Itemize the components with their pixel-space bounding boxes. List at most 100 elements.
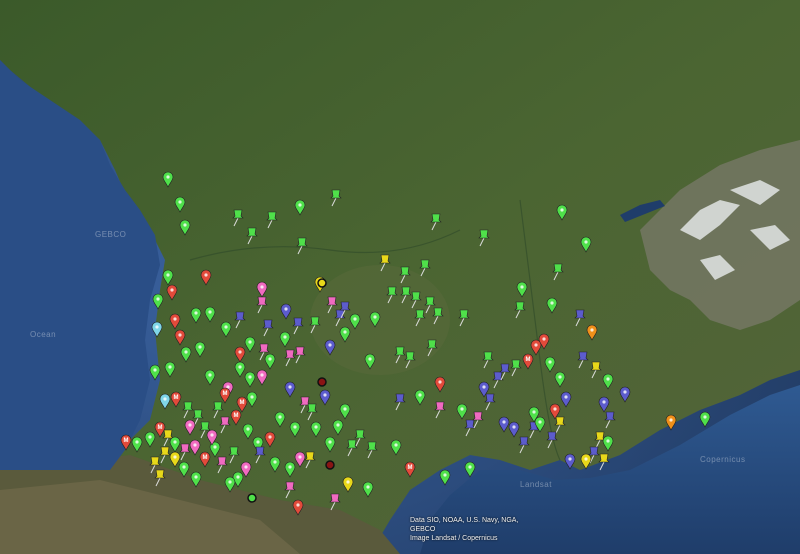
- drop-pin-icon[interactable]: [204, 369, 216, 386]
- pushpin-icon[interactable]: [482, 351, 494, 369]
- drop-pin-icon[interactable]: [324, 339, 336, 356]
- pushpin-icon[interactable]: [294, 346, 306, 364]
- pushpin-icon[interactable]: [262, 319, 274, 337]
- drop-pin-icon[interactable]: [242, 423, 254, 440]
- drop-pin-icon[interactable]: [162, 171, 174, 188]
- drop-pin-icon[interactable]: [390, 439, 402, 456]
- drop-pin-icon[interactable]: [546, 297, 558, 314]
- pushpin-icon[interactable]: [256, 296, 268, 314]
- m-marker-icon[interactable]: M: [199, 451, 211, 468]
- pushpin-icon[interactable]: [399, 266, 411, 284]
- pushpin-icon[interactable]: [434, 401, 446, 419]
- pushpin-icon[interactable]: [458, 309, 470, 327]
- pushpin-icon[interactable]: [499, 363, 511, 381]
- pushpin-icon[interactable]: [179, 443, 191, 461]
- drop-pin-icon[interactable]: [269, 456, 281, 473]
- drop-pin-icon[interactable]: [342, 476, 354, 493]
- drop-pin-icon[interactable]: [580, 236, 592, 253]
- drop-pin-icon[interactable]: [530, 339, 542, 356]
- pushpin-icon[interactable]: [394, 346, 406, 364]
- pushpin-icon[interactable]: [309, 316, 321, 334]
- drop-pin-icon[interactable]: [456, 403, 468, 420]
- drop-pin-icon[interactable]: [169, 451, 181, 468]
- drop-pin-icon[interactable]: [619, 386, 631, 403]
- drop-pin-icon[interactable]: [256, 369, 268, 386]
- pushpin-icon[interactable]: [366, 441, 378, 459]
- drop-pin-icon[interactable]: [564, 453, 576, 470]
- pushpin-icon[interactable]: [604, 411, 616, 429]
- drop-pin-icon[interactable]: [284, 381, 296, 398]
- drop-pin-icon[interactable]: [556, 204, 568, 221]
- pushpin-icon[interactable]: [400, 286, 412, 304]
- drop-pin-icon[interactable]: [294, 451, 306, 468]
- pushpin-icon[interactable]: [162, 429, 174, 447]
- drop-pin-icon[interactable]: [164, 361, 176, 378]
- drop-pin-icon[interactable]: [280, 303, 292, 320]
- pushpin-icon[interactable]: [484, 393, 496, 411]
- pushpin-icon[interactable]: [419, 259, 431, 277]
- pushpin-icon[interactable]: [588, 446, 600, 464]
- drop-pin-icon[interactable]: [252, 436, 264, 453]
- drop-pin-icon[interactable]: [586, 324, 598, 341]
- drop-pin-icon[interactable]: [364, 353, 376, 370]
- drop-pin-icon[interactable]: [602, 373, 614, 390]
- pushpin-icon[interactable]: [577, 351, 589, 369]
- m-marker-icon[interactable]: M: [522, 353, 534, 370]
- drop-pin-icon[interactable]: [224, 476, 236, 493]
- m-marker-icon[interactable]: M: [120, 434, 132, 451]
- drop-pin-icon[interactable]: [190, 471, 202, 488]
- drop-pin-icon[interactable]: [560, 391, 572, 408]
- pushpin-icon[interactable]: [424, 296, 436, 314]
- drop-pin-icon[interactable]: [151, 321, 163, 338]
- drop-pin-icon[interactable]: [194, 341, 206, 358]
- pushpin-icon[interactable]: [330, 189, 342, 207]
- drop-pin-icon[interactable]: [190, 307, 202, 324]
- pushpin-icon[interactable]: [514, 301, 526, 319]
- drop-pin-icon[interactable]: [200, 269, 212, 286]
- pushpin-icon[interactable]: [546, 431, 558, 449]
- pushpin-icon[interactable]: [394, 393, 406, 411]
- drop-pin-icon[interactable]: [310, 421, 322, 438]
- drop-pin-icon[interactable]: [149, 364, 161, 381]
- pushpin-icon[interactable]: [432, 307, 444, 325]
- pushpin-icon[interactable]: [216, 456, 228, 474]
- drop-pin-icon[interactable]: [246, 391, 258, 408]
- drop-pin-icon[interactable]: [274, 411, 286, 428]
- pushpin-icon[interactable]: [346, 439, 358, 457]
- drop-pin-icon[interactable]: [240, 461, 252, 478]
- pushpin-icon[interactable]: [228, 446, 240, 464]
- pushpin-icon[interactable]: [329, 493, 341, 511]
- pushpin-icon[interactable]: [430, 213, 442, 231]
- pushpin-icon[interactable]: [296, 237, 308, 255]
- pushpin-icon[interactable]: [554, 416, 566, 434]
- pushpin-icon[interactable]: [199, 421, 211, 439]
- drop-pin-icon[interactable]: [339, 403, 351, 420]
- circle-marker-icon[interactable]: [247, 493, 257, 503]
- drop-pin-icon[interactable]: [349, 313, 361, 330]
- pushpin-icon[interactable]: [304, 451, 316, 469]
- drop-pin-icon[interactable]: [699, 411, 711, 428]
- m-marker-icon[interactable]: M: [219, 387, 231, 404]
- drop-pin-icon[interactable]: [554, 371, 566, 388]
- drop-pin-icon[interactable]: [264, 353, 276, 370]
- drop-pin-icon[interactable]: [234, 346, 246, 363]
- drop-pin-icon[interactable]: [234, 361, 246, 378]
- drop-pin-icon[interactable]: [159, 393, 171, 410]
- pushpin-icon[interactable]: [552, 263, 564, 281]
- drop-pin-icon[interactable]: [508, 421, 520, 438]
- drop-pin-icon[interactable]: [369, 311, 381, 328]
- drop-pin-icon[interactable]: [544, 356, 556, 373]
- pushpin-icon[interactable]: [182, 401, 194, 419]
- drop-pin-icon[interactable]: [144, 431, 156, 448]
- drop-pin-icon[interactable]: [528, 406, 540, 423]
- drop-pin-icon[interactable]: [332, 419, 344, 436]
- drop-pin-icon[interactable]: [549, 403, 561, 420]
- pushpin-icon[interactable]: [149, 456, 161, 474]
- drop-pin-icon[interactable]: [244, 336, 256, 353]
- m-marker-icon[interactable]: M: [230, 409, 242, 426]
- pushpin-icon[interactable]: [246, 227, 258, 245]
- drop-pin-icon[interactable]: [414, 389, 426, 406]
- pushpin-icon[interactable]: [379, 254, 391, 272]
- pushpin-icon[interactable]: [426, 339, 438, 357]
- pushpin-icon[interactable]: [464, 419, 476, 437]
